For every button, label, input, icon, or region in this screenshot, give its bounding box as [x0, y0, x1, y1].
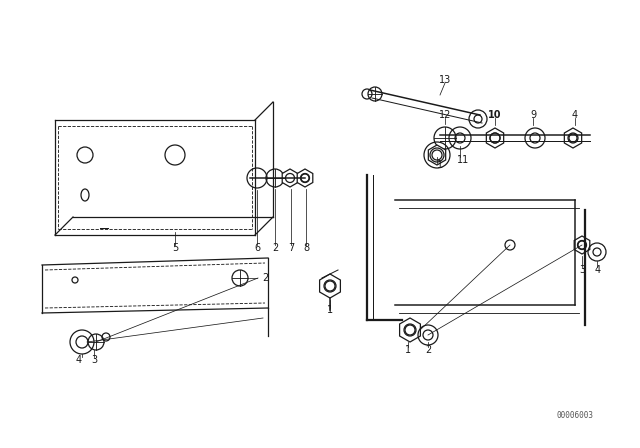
Text: 2: 2 — [425, 345, 431, 355]
Polygon shape — [564, 128, 582, 148]
Text: 1: 1 — [327, 305, 333, 315]
Text: 5: 5 — [172, 243, 178, 253]
Text: 4: 4 — [76, 355, 82, 365]
Text: 10: 10 — [488, 110, 502, 120]
Text: 13: 13 — [439, 75, 451, 85]
Text: 2: 2 — [262, 273, 268, 283]
Polygon shape — [282, 169, 298, 187]
Polygon shape — [297, 169, 313, 187]
Text: 11: 11 — [457, 155, 469, 165]
Text: 8: 8 — [303, 243, 309, 253]
Polygon shape — [428, 145, 445, 165]
Text: 12: 12 — [439, 110, 451, 120]
Text: 1: 1 — [405, 345, 411, 355]
Text: 4: 4 — [572, 110, 578, 120]
Polygon shape — [319, 274, 340, 298]
Text: 1: 1 — [437, 160, 443, 170]
Text: 2: 2 — [272, 243, 278, 253]
Text: 6: 6 — [254, 243, 260, 253]
Text: 4: 4 — [595, 265, 601, 275]
Text: 3: 3 — [91, 355, 97, 365]
Text: 9: 9 — [530, 110, 536, 120]
Text: 3: 3 — [579, 265, 585, 275]
Text: 7: 7 — [288, 243, 294, 253]
Polygon shape — [574, 236, 590, 254]
Polygon shape — [399, 318, 420, 342]
Polygon shape — [486, 128, 504, 148]
Text: 00006003: 00006003 — [557, 410, 593, 419]
